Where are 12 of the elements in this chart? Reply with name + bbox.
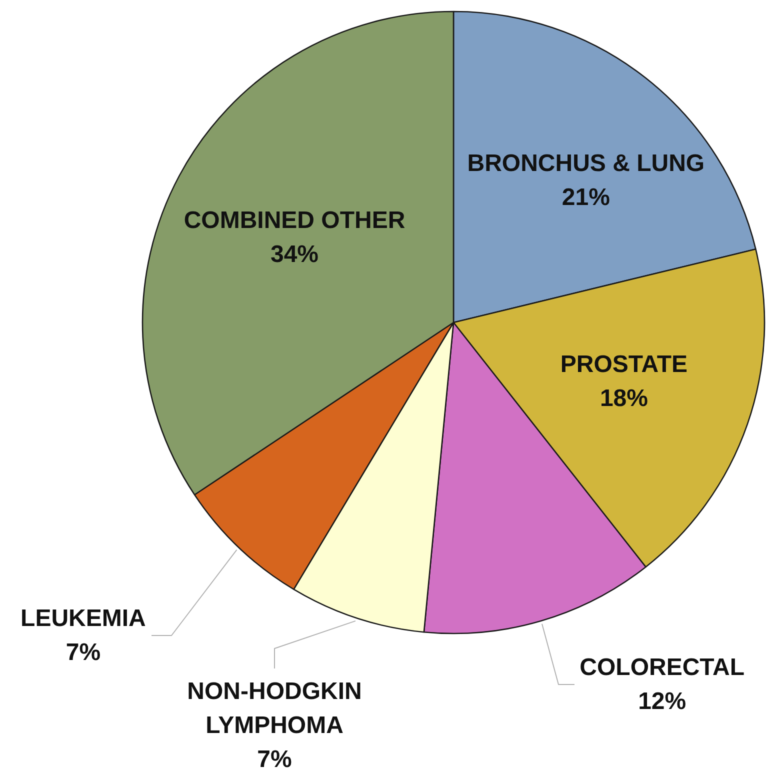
data-label: 12% (638, 688, 686, 715)
slice-label: NON-HODGKIN LYMPHOMA (187, 678, 362, 739)
data-label: 34% (270, 240, 319, 268)
slice-label: LEUKEMIA (20, 605, 146, 632)
data-label: 7% (257, 746, 292, 773)
slice-label: COLORECTAL (580, 654, 745, 681)
slice-label: PROSTATE (560, 350, 688, 378)
data-label: 21% (562, 184, 610, 212)
slice-label: BRONCHUS & LUNG (467, 150, 705, 178)
slice-label: COMBINED OTHER (184, 206, 406, 234)
data-label: 7% (66, 639, 101, 666)
data-label: 18% (600, 384, 648, 412)
